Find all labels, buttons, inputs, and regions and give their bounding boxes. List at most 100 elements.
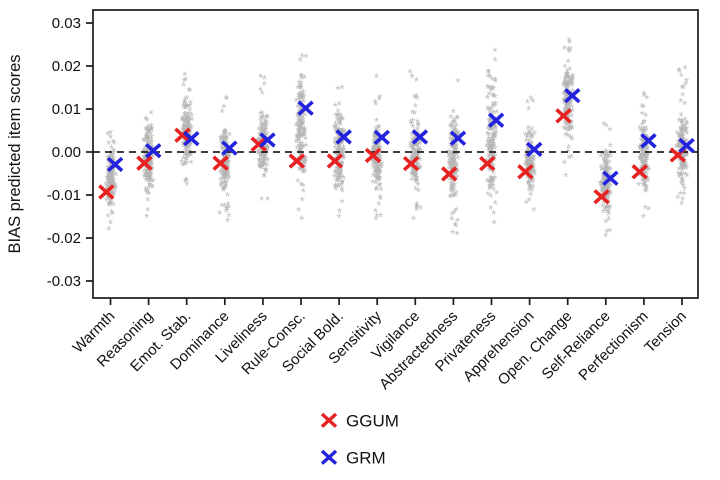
jitter-point: * bbox=[565, 69, 570, 84]
jitter-point: * bbox=[451, 190, 456, 205]
jitter-point: * bbox=[374, 170, 379, 185]
jitter-point: * bbox=[570, 122, 575, 137]
jitter-point: * bbox=[377, 173, 382, 188]
jitter-point: * bbox=[411, 161, 416, 176]
jitter-point: * bbox=[336, 166, 341, 181]
jitter-point: * bbox=[562, 77, 567, 92]
jitter-point: * bbox=[410, 136, 415, 151]
jitter-point: * bbox=[526, 140, 531, 155]
jitter-point: * bbox=[529, 154, 534, 169]
jitter-point: * bbox=[566, 118, 571, 133]
jitter-point: * bbox=[259, 119, 264, 134]
jitter-point: * bbox=[259, 123, 264, 138]
jitter-point: * bbox=[372, 156, 377, 171]
jitter-point: * bbox=[494, 187, 499, 202]
jitter-point: * bbox=[336, 181, 341, 196]
jitter-point: * bbox=[107, 178, 112, 193]
jitter-point: * bbox=[678, 139, 683, 154]
jitter-point: * bbox=[149, 163, 154, 178]
jitter-point: * bbox=[599, 164, 604, 179]
jitter-point: * bbox=[454, 140, 459, 155]
jitter-point: * bbox=[452, 116, 457, 131]
jitter-point: * bbox=[601, 169, 606, 184]
jitter-point: * bbox=[409, 167, 414, 182]
jitter-point: * bbox=[225, 202, 230, 217]
jitter-point: * bbox=[105, 210, 110, 225]
jitter-point: * bbox=[677, 65, 682, 80]
jitter-point: * bbox=[339, 196, 344, 211]
jitter-point: * bbox=[600, 183, 605, 198]
jitter-point: * bbox=[679, 177, 684, 192]
jitter-point: * bbox=[564, 80, 569, 95]
jitter-point: * bbox=[143, 151, 148, 166]
jitter-point: * bbox=[450, 182, 455, 197]
jitter-point: * bbox=[108, 192, 113, 207]
jitter-point: * bbox=[453, 168, 458, 183]
jitter-point: * bbox=[225, 148, 230, 163]
jitter-point: * bbox=[376, 150, 381, 165]
jitter-point: * bbox=[414, 172, 419, 187]
jitter-point: * bbox=[604, 179, 609, 194]
jitter-point: * bbox=[682, 121, 687, 136]
jitter-point: * bbox=[184, 142, 189, 157]
jitter-point: * bbox=[333, 137, 338, 152]
jitter-point: * bbox=[639, 142, 644, 157]
jitter-point: * bbox=[677, 171, 682, 186]
jitter-point: * bbox=[489, 142, 494, 157]
jitter-point: * bbox=[529, 123, 534, 138]
jitter-point: * bbox=[564, 88, 569, 103]
jitter-point: * bbox=[148, 154, 153, 169]
jitter-point: * bbox=[526, 153, 531, 168]
jitter-point: * bbox=[607, 202, 612, 217]
jitter-point: * bbox=[106, 174, 111, 189]
jitter-point: * bbox=[488, 172, 493, 187]
jitter-point: * bbox=[487, 164, 492, 179]
jitter-point: * bbox=[260, 157, 265, 172]
jitter-point: * bbox=[569, 150, 574, 165]
jitter-point: * bbox=[182, 115, 187, 130]
jitter-point: * bbox=[302, 128, 307, 143]
jitter-point: * bbox=[526, 177, 531, 192]
jitter-point: * bbox=[259, 118, 264, 133]
jitter-point: * bbox=[487, 124, 492, 139]
jitter-point: * bbox=[144, 185, 149, 200]
jitter-point: * bbox=[109, 174, 114, 189]
jitter-point: * bbox=[336, 143, 341, 158]
jitter-point: * bbox=[562, 76, 567, 91]
jitter-point: * bbox=[455, 112, 460, 127]
jitter-point: * bbox=[411, 142, 416, 157]
jitter-point: * bbox=[142, 152, 147, 167]
jitter-point: * bbox=[110, 149, 115, 164]
jitter-point: * bbox=[186, 108, 191, 123]
jitter-point: * bbox=[373, 170, 378, 185]
jitter-point: * bbox=[340, 176, 345, 191]
jitter-point: * bbox=[373, 130, 378, 145]
jitter-point: * bbox=[680, 156, 685, 171]
jitter-point: * bbox=[446, 149, 451, 164]
jitter-point: * bbox=[299, 142, 304, 157]
jitter-point: * bbox=[263, 124, 268, 139]
jitter-point: * bbox=[644, 163, 649, 178]
jitter-point: * bbox=[335, 170, 340, 185]
jitter-point: * bbox=[676, 167, 681, 182]
jitter-point: * bbox=[411, 212, 416, 227]
jitter-point: * bbox=[600, 148, 605, 163]
jitter-point: * bbox=[258, 160, 263, 175]
jitter-point: * bbox=[372, 131, 377, 146]
jitter-point: * bbox=[607, 163, 612, 178]
jitter-point: * bbox=[451, 116, 456, 131]
jitter-point: * bbox=[107, 171, 112, 186]
jitter-point: * bbox=[414, 198, 419, 213]
jitter-point: * bbox=[261, 150, 266, 165]
jitter-point: * bbox=[641, 124, 646, 139]
jitter-point: * bbox=[682, 158, 687, 173]
jitter-point: * bbox=[147, 126, 152, 141]
jitter-point: * bbox=[454, 146, 459, 161]
jitter-point: * bbox=[566, 56, 571, 71]
jitter-point: * bbox=[418, 154, 423, 169]
jitter-point: * bbox=[640, 153, 645, 168]
jitter-point: * bbox=[370, 155, 375, 170]
jitter-point: * bbox=[187, 84, 192, 99]
jitter-point: * bbox=[449, 151, 454, 166]
jitter-point: * bbox=[524, 148, 529, 163]
